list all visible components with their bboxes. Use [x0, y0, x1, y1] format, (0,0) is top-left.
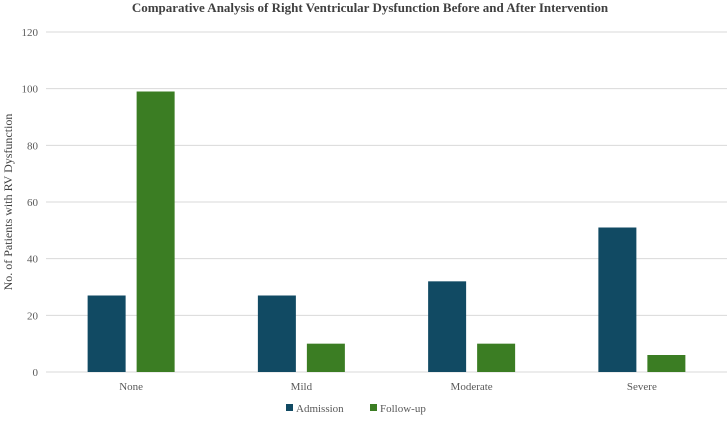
legend-label: Admission	[296, 403, 344, 415]
x-tick-label: None	[119, 381, 143, 393]
x-tick-label: Severe	[627, 381, 657, 393]
legend-label: Follow-up	[380, 403, 426, 415]
bar-admission-moderate	[428, 281, 467, 372]
y-tick-label: 80	[27, 140, 39, 152]
bar-follow-up-moderate	[477, 343, 516, 372]
y-tick-label: 40	[27, 254, 39, 266]
bar-admission-severe	[598, 227, 637, 372]
x-tick-label: Moderate	[451, 381, 493, 393]
x-tick-label: Mild	[291, 381, 313, 393]
bar-admission-mild	[257, 295, 296, 372]
bar-follow-up-none	[136, 91, 175, 372]
y-tick-label: 60	[27, 197, 39, 209]
legend-swatch	[370, 404, 377, 411]
chart-title: Comparative Analysis of Right Ventricula…	[132, 0, 609, 15]
y-tick-label: 20	[27, 310, 39, 322]
bar-follow-up-severe	[647, 355, 686, 372]
legend-swatch	[286, 404, 293, 411]
bar-admission-none	[87, 295, 126, 372]
y-tick-label: 120	[22, 27, 39, 39]
bar-follow-up-mild	[306, 343, 345, 372]
legend: Admission Follow-up	[286, 403, 426, 415]
y-tick-label: 100	[22, 84, 39, 96]
y-axis-label: No. of Patients with RV Dysfunction	[1, 114, 15, 291]
y-tick-label: 0	[33, 367, 39, 379]
